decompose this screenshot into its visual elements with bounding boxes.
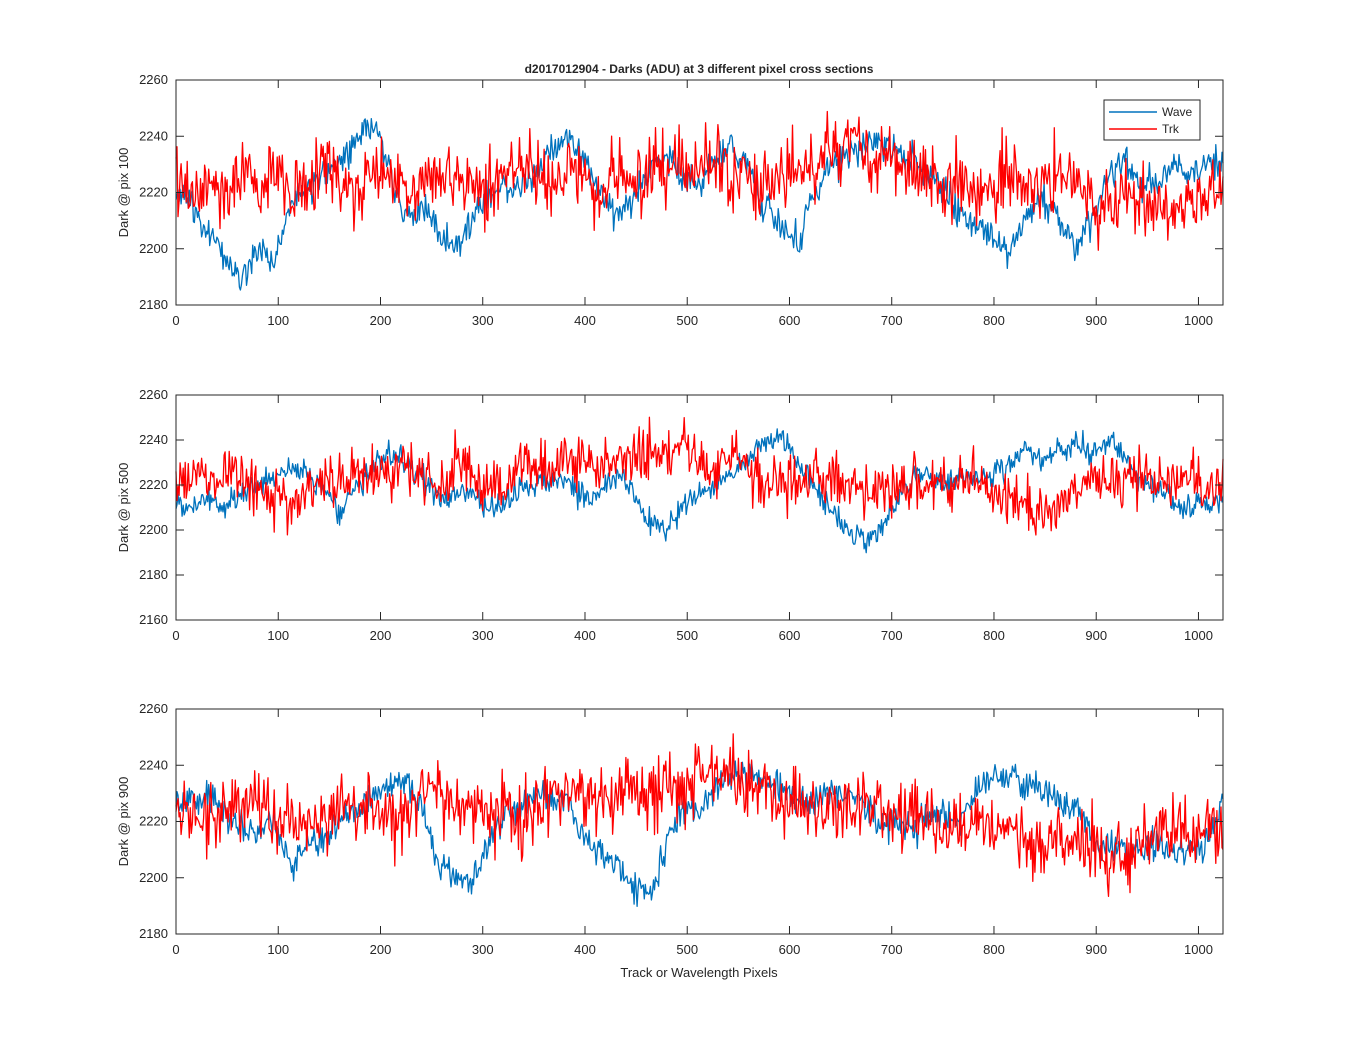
y-tick-label: 2200 — [139, 870, 168, 885]
y-tick-label: 2240 — [139, 757, 168, 772]
x-tick-label: 600 — [779, 628, 801, 643]
x-tick-label: 100 — [267, 313, 289, 328]
y-tick-label: 2180 — [139, 297, 168, 312]
x-tick-label: 500 — [676, 313, 698, 328]
figure-title: d2017012904 - Darks (ADU) at 3 different… — [525, 62, 874, 76]
x-tick-label: 700 — [881, 942, 903, 957]
x-tick-label: 800 — [983, 942, 1005, 957]
x-tick-label: 1000 — [1184, 313, 1213, 328]
series-line-trk — [175, 416, 1224, 536]
y-axis-label: Dark @ pix 100 — [116, 148, 131, 238]
y-tick-label: 2220 — [139, 477, 168, 492]
x-tick-label: 700 — [881, 628, 903, 643]
x-tick-label: 100 — [267, 628, 289, 643]
series-line-trk — [175, 110, 1224, 251]
legend-label-trk: Trk — [1162, 122, 1180, 136]
y-tick-label: 2260 — [139, 387, 168, 402]
x-tick-label: 300 — [472, 628, 494, 643]
x-tick-label: 500 — [676, 942, 698, 957]
x-axis-label: Track or Wavelength Pixels — [620, 965, 778, 980]
y-tick-label: 2200 — [139, 522, 168, 537]
y-tick-label: 2220 — [139, 185, 168, 200]
x-tick-label: 1000 — [1184, 628, 1213, 643]
x-tick-label: 0 — [172, 628, 179, 643]
y-tick-label: 2160 — [139, 612, 168, 627]
y-axis-label: Dark @ pix 500 — [116, 463, 131, 553]
subplot-pix-100: 0 100 200 300 400 500 600 700 800 900 1000 2180 2200… — [116, 72, 1224, 328]
x-tick-label: 300 — [472, 313, 494, 328]
x-tick-label: 400 — [574, 628, 596, 643]
series-line-wave — [175, 428, 1224, 554]
axes-box — [175, 394, 1224, 621]
series-line-trk — [175, 733, 1224, 897]
x-tick-label: 400 — [574, 313, 596, 328]
series-line-wave — [175, 117, 1224, 291]
legend: Wave Trk — [1103, 99, 1201, 141]
x-tick-label: 200 — [370, 942, 392, 957]
subplot-pix-500: 0 100 200 300 400 500 600 700 800 900 1000 2160 2180… — [116, 387, 1224, 643]
x-tick-label: 200 — [370, 628, 392, 643]
x-tick-label: 800 — [983, 313, 1005, 328]
legend-box — [1103, 99, 1201, 141]
y-tick-label: 2220 — [139, 814, 168, 829]
y-tick-label: 2260 — [139, 72, 168, 87]
x-tick-label: 900 — [1085, 313, 1107, 328]
x-tick-label: 800 — [983, 628, 1005, 643]
y-tick-label: 2180 — [139, 926, 168, 941]
legend-label-wave: Wave — [1162, 105, 1193, 119]
x-tick-label: 700 — [881, 313, 903, 328]
x-tick-label: 600 — [779, 942, 801, 957]
y-tick-label: 2200 — [139, 241, 168, 256]
x-tick-label: 200 — [370, 313, 392, 328]
x-tick-label: 0 — [172, 942, 179, 957]
y-tick-label: 2260 — [139, 701, 168, 716]
x-tick-label: 900 — [1085, 628, 1107, 643]
x-tick-label: 600 — [779, 313, 801, 328]
x-tick-label: 300 — [472, 942, 494, 957]
x-tick-label: 500 — [676, 628, 698, 643]
x-tick-label: 1000 — [1184, 942, 1213, 957]
x-tick-label: 0 — [172, 313, 179, 328]
y-tick-label: 2180 — [139, 567, 168, 582]
x-tick-label: 900 — [1085, 942, 1107, 957]
x-tick-label: 400 — [574, 942, 596, 957]
y-tick-label: 2240 — [139, 432, 168, 447]
x-tick-label: 100 — [267, 942, 289, 957]
y-axis-label: Dark @ pix 900 — [116, 777, 131, 867]
y-tick-label: 2240 — [139, 128, 168, 143]
subplot-pix-900: 0 100 200 300 400 500 600 700 800 900 1000 2180 2200… — [116, 701, 1224, 957]
